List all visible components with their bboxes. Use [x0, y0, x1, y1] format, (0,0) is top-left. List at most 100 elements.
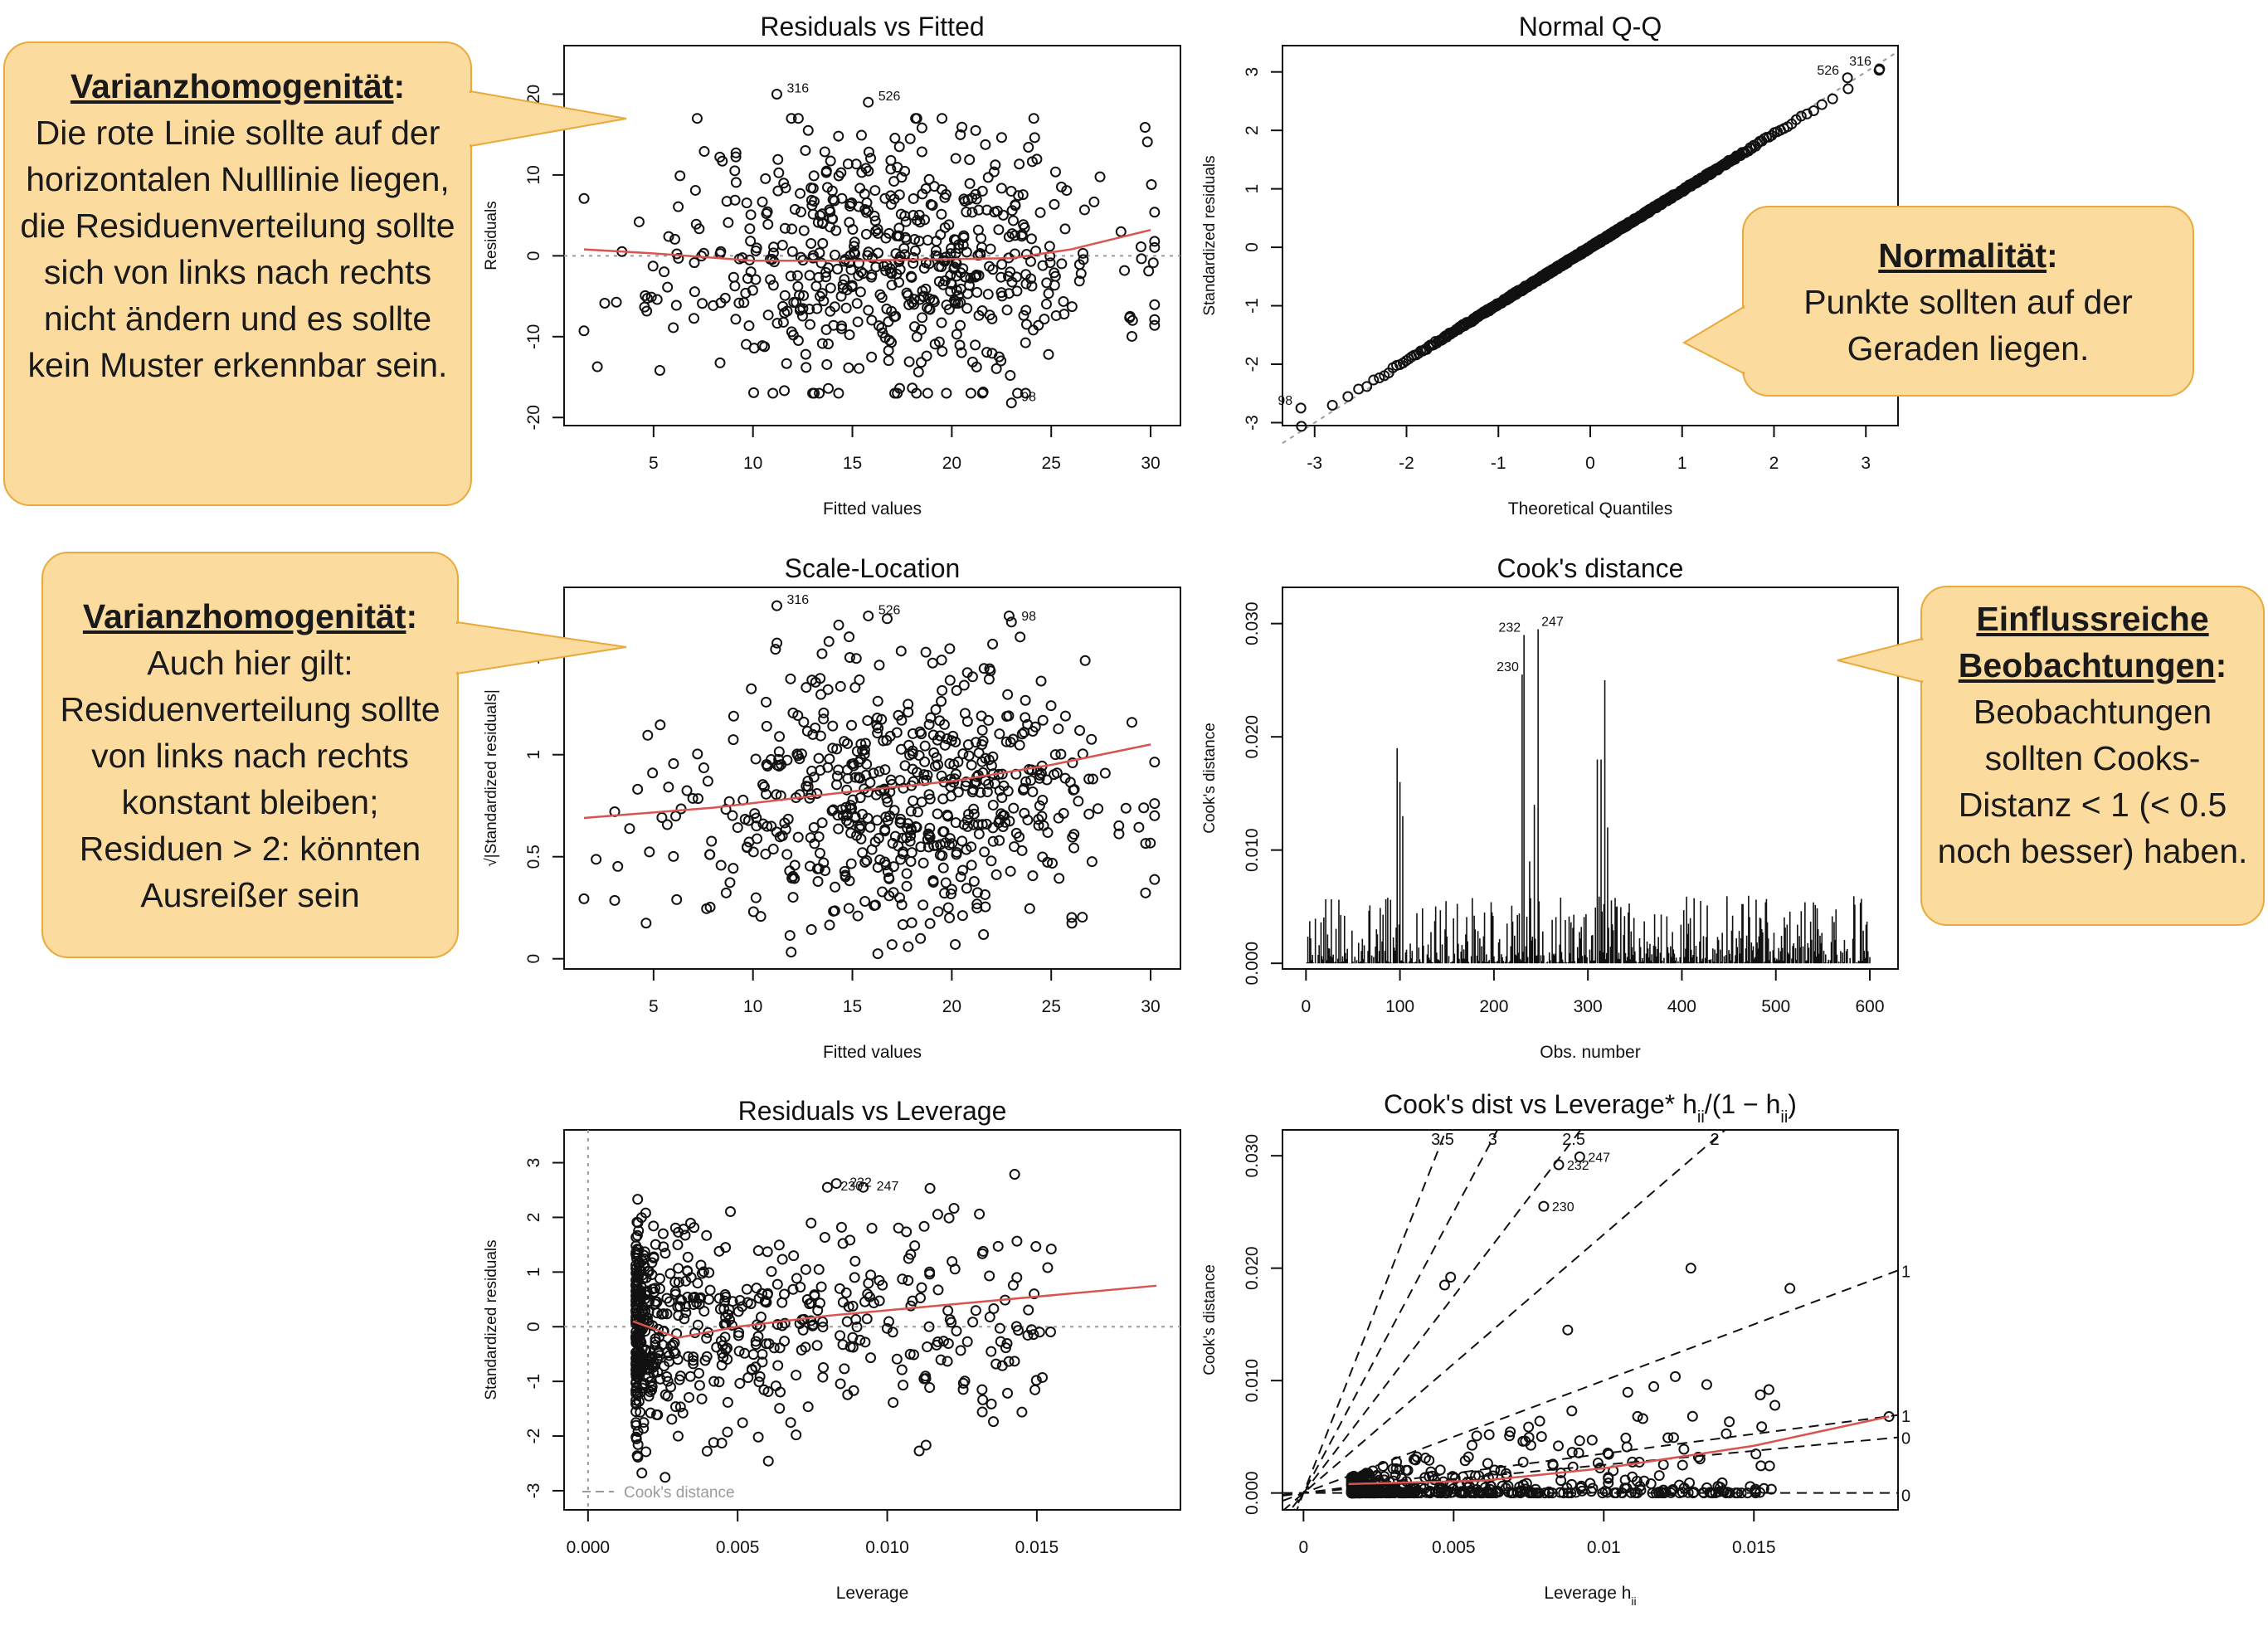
- data-point: [996, 791, 1008, 803]
- data-point: [1398, 1478, 1409, 1490]
- data-point: [981, 786, 993, 798]
- data-point: [745, 266, 757, 278]
- data-point: [964, 153, 976, 165]
- data-point: [898, 782, 909, 794]
- data-point: [947, 730, 959, 742]
- data-point: [662, 1375, 674, 1387]
- data-point: [781, 849, 793, 860]
- data-point: [1724, 1416, 1735, 1428]
- data-point: [973, 204, 985, 216]
- data-point: [916, 796, 927, 808]
- data-point: [668, 322, 679, 333]
- data-point: [723, 217, 734, 228]
- data-point: [844, 631, 855, 643]
- data-point: [974, 1208, 986, 1220]
- point-label: 232: [1567, 1159, 1589, 1173]
- data-point: [687, 792, 698, 804]
- data-point: [1016, 728, 1028, 740]
- data-point: [804, 792, 815, 804]
- data-point: [773, 753, 785, 765]
- data-point: [993, 224, 1005, 236]
- data-point: [936, 770, 947, 781]
- data-point: [846, 281, 858, 293]
- data-point: [768, 1342, 780, 1354]
- data-point: [1008, 802, 1020, 814]
- data-point: [633, 216, 645, 227]
- data-point: [762, 309, 774, 321]
- data-point: [655, 719, 666, 731]
- data-point: [1368, 1487, 1380, 1498]
- chart-normal-qq: Normal Q-Q Theoretical Quantiles -3 -2 -1 0 1 2…: [1201, 12, 1899, 518]
- data-point: [752, 833, 763, 845]
- data-point: [905, 855, 917, 867]
- data-point: [715, 297, 727, 309]
- data-point: [782, 813, 794, 825]
- data-point: [632, 1426, 644, 1438]
- data-point: [1093, 803, 1104, 815]
- data-point: [950, 153, 961, 164]
- data-point: [912, 806, 923, 818]
- data-point: [971, 898, 983, 910]
- data-point: [968, 803, 980, 815]
- data-point: [732, 822, 743, 834]
- data-point: [980, 139, 991, 150]
- data-point: [844, 329, 855, 341]
- data-point: [1504, 1430, 1516, 1442]
- data-point: [995, 271, 1007, 283]
- x-label-part: Leverage: [1544, 1584, 1621, 1603]
- data-point: [1360, 1468, 1372, 1480]
- data-point: [841, 784, 853, 796]
- data-point: [935, 229, 947, 241]
- data-point: [800, 144, 811, 156]
- data-point: [1584, 1478, 1596, 1489]
- y-tick-label: 3: [524, 1158, 543, 1168]
- data-point: [1140, 838, 1151, 850]
- data-point: [696, 1393, 708, 1404]
- callout-body: Die rote Linie sollte auf der horizontal…: [20, 114, 455, 384]
- data-point: [833, 170, 844, 182]
- labeled-point: [1538, 1200, 1550, 1212]
- data-point: [639, 1344, 650, 1356]
- data-point: [1005, 266, 1016, 278]
- data-point: [1007, 733, 1019, 745]
- data-point: [1016, 229, 1028, 241]
- data-point: [1014, 158, 1025, 170]
- data-point: [792, 113, 804, 124]
- data-point: [1049, 749, 1061, 761]
- data-point: [815, 730, 826, 742]
- data-point: [814, 210, 825, 222]
- data-point: [1053, 723, 1064, 735]
- contour-line: [1289, 1130, 1582, 1510]
- plot-title: Scale-Location: [785, 553, 961, 583]
- data-point: [727, 810, 738, 821]
- data-point: [1657, 1458, 1669, 1470]
- data-point: [1424, 1454, 1435, 1466]
- x-tick-label: -2: [1399, 454, 1414, 473]
- data-point: [1029, 132, 1040, 144]
- data-point: [1146, 178, 1157, 190]
- data-point: [820, 165, 832, 177]
- data-point: [854, 792, 866, 804]
- data-point: [665, 1381, 677, 1393]
- data-point: [994, 1322, 1005, 1334]
- data-point: [1620, 1432, 1632, 1443]
- data-point: [796, 207, 807, 218]
- data-point: [984, 1270, 995, 1282]
- data-point: [966, 841, 977, 853]
- data-point: [1586, 1434, 1598, 1446]
- data-point: [801, 781, 812, 792]
- data-point: [844, 1341, 856, 1352]
- data-point: [874, 660, 885, 671]
- data-point: [956, 910, 968, 922]
- data-point: [1099, 767, 1111, 779]
- data-point: [632, 783, 644, 795]
- data-point: [776, 1254, 788, 1265]
- callout-title: Varianzhomogenität: [70, 67, 394, 105]
- data-point: [820, 266, 832, 278]
- data-point: [751, 820, 762, 832]
- data-point: [845, 264, 857, 275]
- data-point: [766, 1266, 777, 1278]
- data-point: [930, 703, 942, 715]
- data-point: [661, 1308, 673, 1320]
- data-point: [674, 1301, 686, 1312]
